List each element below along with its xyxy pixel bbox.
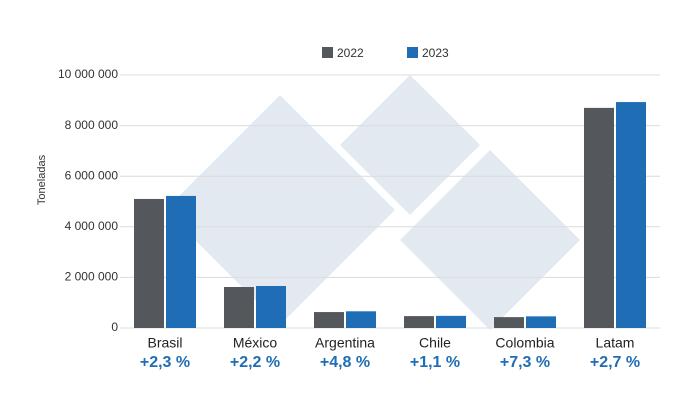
x-tick-label: Latam (596, 335, 635, 351)
x-tick-label: Colombia (495, 335, 554, 351)
y-tick-label: 2 000 000 (65, 270, 119, 284)
bar (256, 286, 286, 328)
bar (314, 312, 344, 328)
y-tick-label: 10 000 000 (58, 67, 118, 81)
bar (494, 317, 524, 328)
y-tick-label: 0 (111, 320, 118, 334)
bar (436, 315, 466, 328)
bar (584, 107, 614, 328)
y-tick-label: 8 000 000 (65, 118, 119, 132)
y-tick-label: 4 000 000 (65, 219, 119, 233)
x-tick-label: Brasil (147, 335, 182, 351)
x-tick-label: Argentina (315, 335, 375, 351)
x-tick-label: Chile (419, 335, 451, 351)
y-tick-label: 6 000 000 (65, 168, 119, 182)
annotation: +1,1 % (410, 354, 460, 371)
legend-label: 2022 (337, 46, 364, 60)
annotation: +4,8 % (320, 354, 370, 371)
watermark (165, 75, 580, 330)
bar (224, 287, 254, 328)
bar (616, 102, 646, 328)
annotation: +2,7 % (590, 354, 640, 371)
annotation: +2,2 % (230, 354, 280, 371)
bar (346, 311, 376, 328)
legend-label: 2023 (422, 46, 449, 60)
bar (526, 316, 556, 328)
legend-swatch (407, 47, 418, 58)
bar (404, 316, 434, 328)
annotation: +7,3 % (500, 354, 550, 371)
y-axis-label: Toneladas (36, 154, 48, 205)
bar (166, 195, 196, 328)
bar (134, 198, 164, 328)
legend-swatch (322, 47, 333, 58)
x-tick-label: México (233, 335, 278, 351)
annotation: +2,3 % (140, 354, 190, 371)
